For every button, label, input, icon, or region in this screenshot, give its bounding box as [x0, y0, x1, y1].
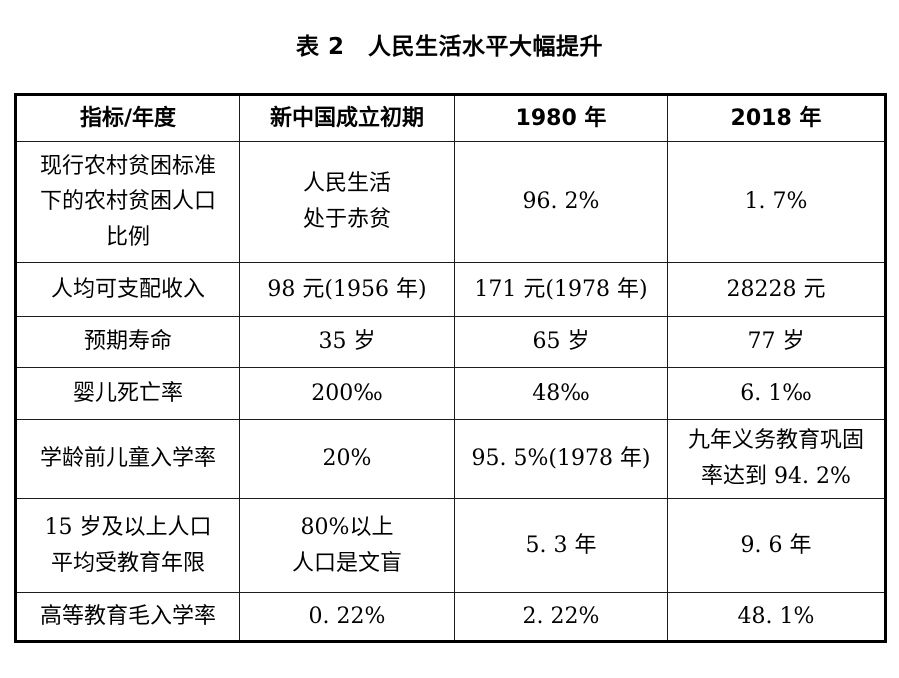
table-row-rural-poverty: 现行农村贫困标准 下的农村贫困人口 比例 人民生活 处于赤贫 96. 2% 1.… — [15, 141, 886, 263]
value-cell: 95. 5%(1978 年) — [454, 419, 668, 499]
header-row: 指标/年度 新中国成立初期 1980 年 2018 年 — [15, 94, 886, 142]
table-row-higher-education-enrollment: 高等教育毛入学率 0. 22% 2. 22% 48. 1% — [15, 592, 886, 642]
table-row-years-of-education: 15 岁及以上人口 平均受教育年限 80%以上 人口是文盲 5. 3 年 9. … — [15, 498, 886, 593]
column-header-early-prc: 新中国成立初期 — [239, 94, 455, 142]
value-cell: 65 岁 — [454, 316, 668, 368]
row-indicator-cell: 高等教育毛入学率 — [15, 592, 240, 642]
value-cell: 28228 元 — [667, 262, 886, 317]
column-header-2018: 2018 年 — [667, 94, 886, 142]
table-title: 表 2 人民生活水平大幅提升 — [295, 34, 603, 60]
value-cell: 35 岁 — [239, 316, 455, 368]
value-cell: 48‰ — [454, 367, 668, 420]
value-cell: 2. 22% — [454, 592, 668, 642]
value-cell: 96. 2% — [454, 141, 668, 263]
value-cell: 9. 6 年 — [667, 498, 886, 593]
value-cell: 98 元(1956 年) — [239, 262, 455, 317]
value-cell: 77 岁 — [667, 316, 886, 368]
table-row-disposable-income: 人均可支配收入 98 元(1956 年) 171 元(1978 年) 28228… — [15, 262, 886, 317]
value-cell: 5. 3 年 — [454, 498, 668, 593]
row-indicator-cell: 婴儿死亡率 — [15, 367, 240, 420]
value-cell: 1. 7% — [667, 141, 886, 263]
row-indicator-cell: 预期寿命 — [15, 316, 240, 368]
value-cell: 20% — [239, 419, 455, 499]
value-cell: 200‰ — [239, 367, 455, 420]
value-cell: 人民生活 处于赤贫 — [239, 141, 455, 263]
table-row-infant-mortality: 婴儿死亡率 200‰ 48‰ 6. 1‰ — [15, 367, 886, 420]
table-row-preschool-enrollment: 学龄前儿童入学率 20% 95. 5%(1978 年) 九年义务教育巩固 率达到… — [15, 419, 886, 499]
row-indicator-cell: 人均可支配收入 — [15, 262, 240, 317]
row-indicator-cell: 15 岁及以上人口 平均受教育年限 — [15, 498, 240, 593]
value-cell: 九年义务教育巩固 率达到 94. 2% — [667, 419, 886, 499]
living-standards-table: 指标/年度 新中国成立初期 1980 年 2018 年 现行农村贫困标准 下的农… — [14, 93, 887, 643]
value-cell: 48. 1% — [667, 592, 886, 642]
value-cell: 80%以上 人口是文盲 — [239, 498, 455, 593]
column-header-indicator: 指标/年度 — [15, 94, 240, 142]
table-row-life-expectancy: 预期寿命 35 岁 65 岁 77 岁 — [15, 316, 886, 368]
column-header-1980: 1980 年 — [454, 94, 668, 142]
row-indicator-cell: 现行农村贫困标准 下的农村贫困人口 比例 — [15, 141, 240, 263]
value-cell: 171 元(1978 年) — [454, 262, 668, 317]
row-indicator-cell: 学龄前儿童入学率 — [15, 419, 240, 499]
value-cell: 0. 22% — [239, 592, 455, 642]
value-cell: 6. 1‰ — [667, 367, 886, 420]
